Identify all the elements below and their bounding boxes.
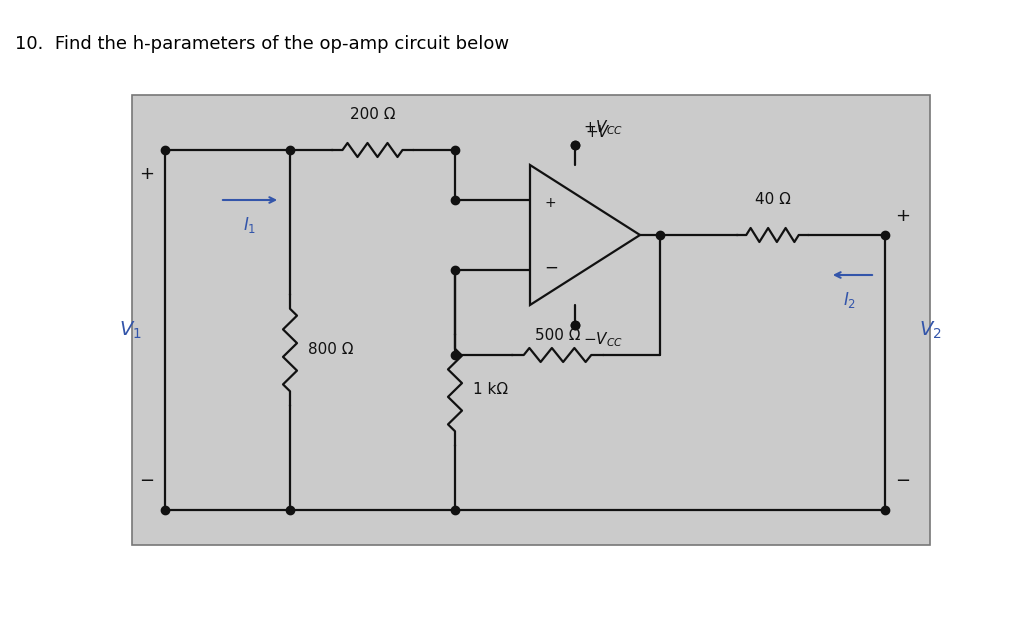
Text: +: + — [896, 207, 910, 225]
Text: −: − — [139, 472, 154, 490]
Text: $V_2$: $V_2$ — [919, 319, 941, 340]
Text: +: + — [544, 196, 556, 210]
Text: 800 Ω: 800 Ω — [308, 342, 353, 358]
Text: +: + — [139, 165, 154, 183]
Text: −: − — [544, 259, 558, 277]
Polygon shape — [530, 165, 640, 305]
Text: $-V_{CC}$: $-V_{CC}$ — [583, 330, 623, 348]
Text: 10.  Find the h-parameters of the op-amp circuit below: 10. Find the h-parameters of the op-amp … — [15, 35, 510, 53]
Text: $I_2$: $I_2$ — [844, 290, 857, 310]
Text: 1 kΩ: 1 kΩ — [473, 383, 509, 397]
Text: $V_1$: $V_1$ — [119, 319, 141, 340]
Text: +V: +V — [585, 125, 608, 140]
FancyBboxPatch shape — [132, 95, 930, 545]
Text: $I_1$: $I_1$ — [243, 215, 256, 235]
Text: $+V_{CC}$: $+V_{CC}$ — [583, 118, 623, 137]
Text: −: − — [895, 472, 910, 490]
Text: 40 Ω: 40 Ω — [755, 192, 790, 207]
Text: 500 Ω: 500 Ω — [535, 328, 580, 343]
Text: 200 Ω: 200 Ω — [350, 107, 396, 122]
